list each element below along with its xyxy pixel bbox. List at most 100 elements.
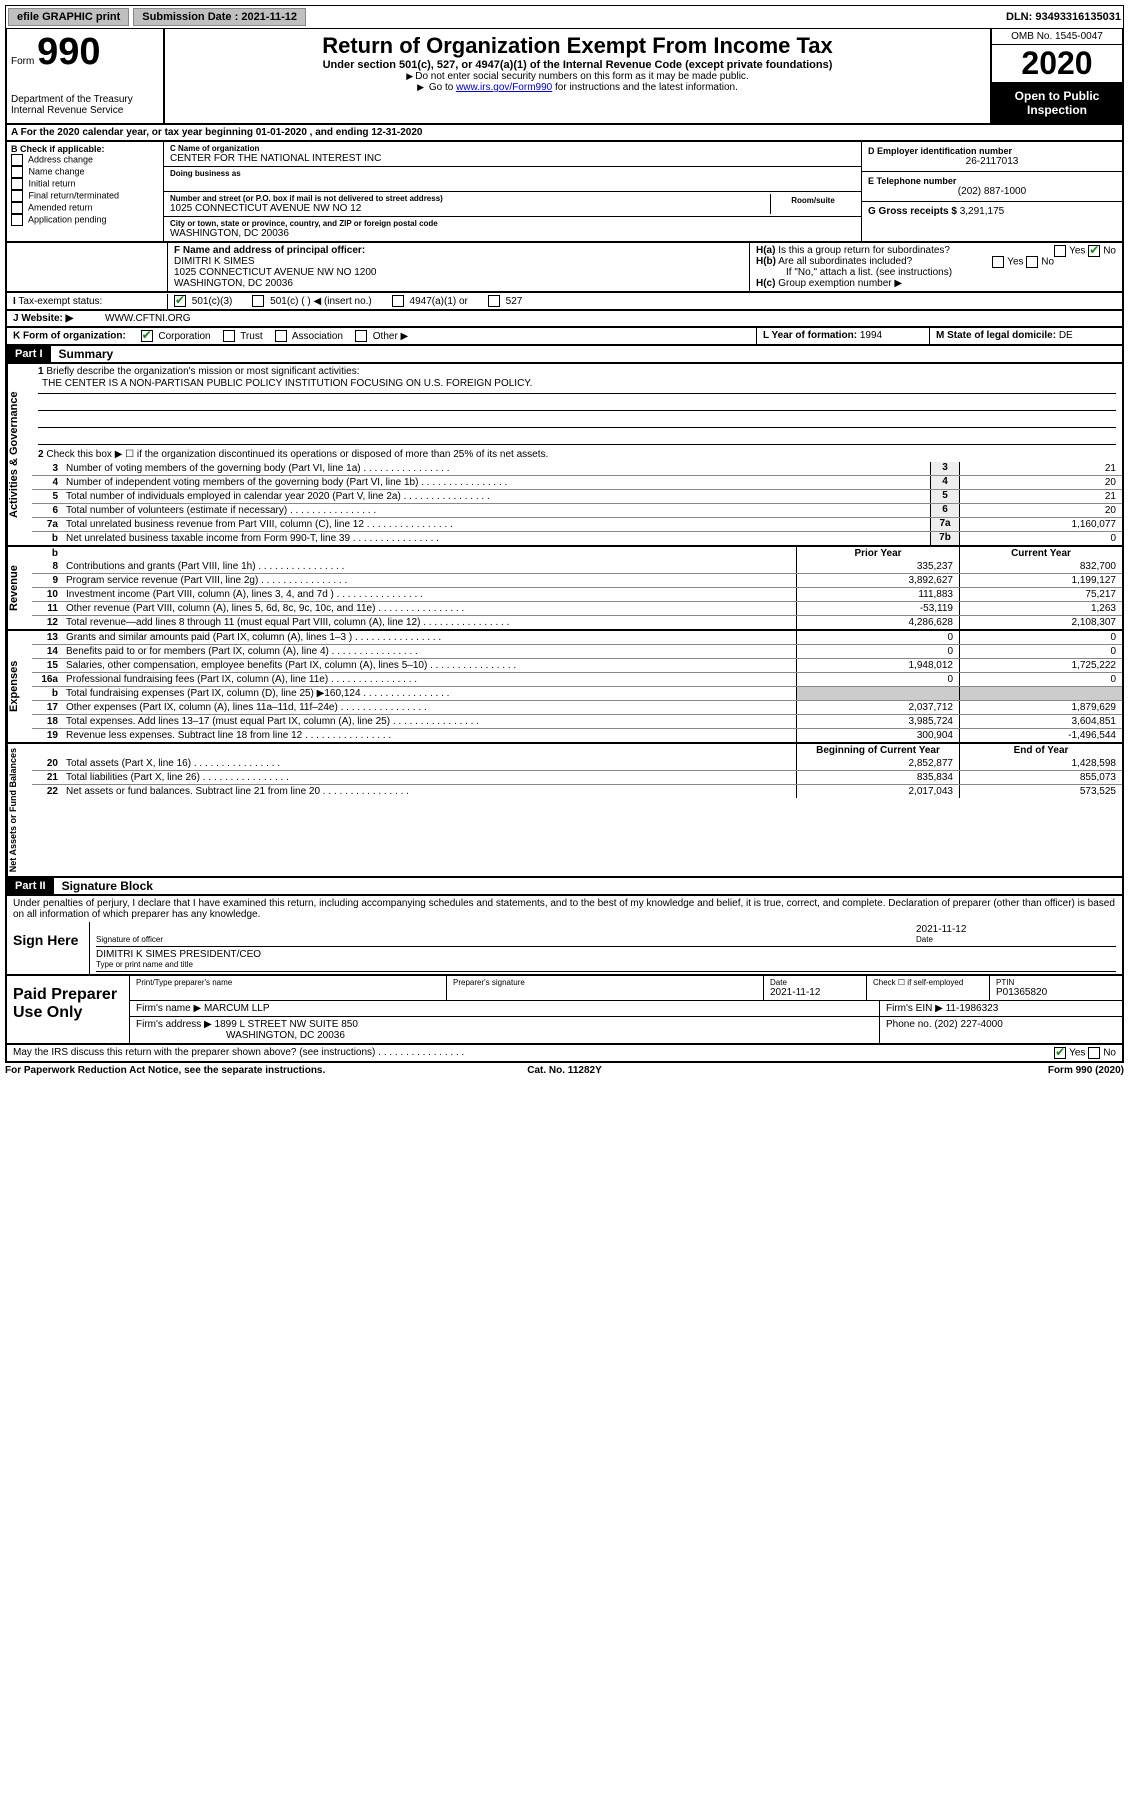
m-label: M State of legal domicile: xyxy=(936,330,1056,341)
blank-line xyxy=(38,411,1116,428)
hb-no[interactable] xyxy=(1026,256,1038,268)
revenue-section: Revenue b Prior Year Current Year 8Contr… xyxy=(5,547,1124,631)
vtab-expenses: Expenses xyxy=(7,631,32,742)
efile-button[interactable]: efile GRAPHIC print xyxy=(8,8,129,26)
table-row: 8Contributions and grants (Part VIII, li… xyxy=(32,560,1122,573)
firm-addr1: 1899 L STREET NW SUITE 850 xyxy=(215,1019,358,1030)
gross-value: 3,291,175 xyxy=(960,206,1005,217)
table-row: bNet unrelated business taxable income f… xyxy=(32,531,1122,545)
prep-h4: Check ☐ if self-employed xyxy=(873,978,983,987)
officer-addr1: 1025 CONNECTICUT AVENUE NW NO 1200 xyxy=(174,267,376,278)
part1-title: Summary xyxy=(51,347,114,361)
ha-no[interactable] xyxy=(1088,245,1100,257)
open-inspection: Open to Public Inspection xyxy=(992,83,1122,123)
table-row: 11Other revenue (Part VIII, column (A), … xyxy=(32,601,1122,615)
sub-date: 2021-11-12 xyxy=(241,11,297,23)
checkbox[interactable] xyxy=(11,202,23,214)
table-row: 14Benefits paid to or for members (Part … xyxy=(32,644,1122,658)
table-row: 13Grants and similar amounts paid (Part … xyxy=(32,631,1122,644)
k-opt-cb[interactable] xyxy=(275,330,287,342)
prep-h3: Date xyxy=(770,978,860,987)
tax-status-option: 4947(a)(1) or xyxy=(392,296,468,307)
ptin-value: P01365820 xyxy=(996,987,1047,998)
officer-typed: DIMITRI K SIMES PRESIDENT/CEO xyxy=(96,949,1116,960)
table-row: 15Salaries, other compensation, employee… xyxy=(32,658,1122,672)
k-opt-cb[interactable] xyxy=(141,330,153,342)
k-opt-cb[interactable] xyxy=(223,330,235,342)
box-c: C Name of organization CENTER FOR THE NA… xyxy=(164,142,861,241)
table-row: 6Total number of volunteers (estimate if… xyxy=(32,503,1122,517)
website-value: WWW.CFTNI.ORG xyxy=(99,311,1122,326)
form990-link[interactable]: www.irs.gov/Form990 xyxy=(456,82,552,93)
table-row: 20Total assets (Part X, line 16)2,852,87… xyxy=(32,757,1122,770)
blank-line xyxy=(38,394,1116,411)
table-row: 10Investment income (Part VIII, column (… xyxy=(32,587,1122,601)
tax-opt-cb[interactable] xyxy=(392,295,404,307)
blank-line xyxy=(38,428,1116,445)
expenses-section: Expenses 13Grants and similar amounts pa… xyxy=(5,631,1124,744)
box-b-option: Application pending xyxy=(11,214,159,226)
dept-text: Department of the Treasury Internal Reve… xyxy=(11,94,159,116)
table-row: 21Total liabilities (Part X, line 26)835… xyxy=(32,770,1122,784)
blank: b xyxy=(32,547,62,560)
discuss-yes[interactable] xyxy=(1054,1047,1066,1059)
preparer-block: Paid Preparer Use Only Print/Type prepar… xyxy=(5,976,1124,1045)
table-row: 12Total revenue—add lines 8 through 11 (… xyxy=(32,615,1122,629)
tax-opt-cb[interactable] xyxy=(252,295,264,307)
footer-left: For Paperwork Reduction Act Notice, see … xyxy=(5,1065,378,1076)
eoy-hdr: End of Year xyxy=(959,744,1122,757)
officer-name: DIMITRI K SIMES xyxy=(174,256,255,267)
header-right: OMB No. 1545-0047 2020 Open to Public In… xyxy=(990,29,1122,123)
hc-text: Group exemption number ▶ xyxy=(778,278,902,289)
dln: DLN: 93493316135031 xyxy=(1006,11,1121,23)
firm-phone: (202) 227-4000 xyxy=(934,1019,1002,1030)
officer-addr2: WASHINGTON, DC 20036 xyxy=(174,278,293,289)
org-address: 1025 CONNECTICUT AVENUE NW NO 12 xyxy=(170,203,361,214)
k-opt-cb[interactable] xyxy=(355,330,367,342)
table-row: 17Other expenses (Part IX, column (A), l… xyxy=(32,700,1122,714)
website-lbl: Website: ▶ xyxy=(21,313,73,324)
box-b-option: Address change xyxy=(11,154,159,166)
firm-ein: 11-1986323 xyxy=(946,1003,999,1014)
q1-text: Briefly describe the organization's miss… xyxy=(46,366,359,377)
form-word: Form xyxy=(11,56,34,67)
checkbox[interactable] xyxy=(11,154,23,166)
mission-text: THE CENTER IS A NON-PARTISAN PUBLIC POLI… xyxy=(38,377,1116,394)
current-year-hdr: Current Year xyxy=(959,547,1122,560)
firm-name-lbl: Firm's name ▶ xyxy=(136,1003,201,1014)
vtab-revenue: Revenue xyxy=(7,547,32,629)
footer-center: Cat. No. 11282Y xyxy=(378,1065,751,1076)
firm-ein-lbl: Firm's EIN ▶ xyxy=(886,1003,943,1014)
l-label: L Year of formation: xyxy=(763,330,857,341)
vtab-governance: Activities & Governance xyxy=(7,364,32,545)
hb-yes[interactable] xyxy=(992,256,1004,268)
sign-here-label: Sign Here xyxy=(7,922,90,974)
checkbox[interactable] xyxy=(11,178,23,190)
table-row: 9Program service revenue (Part VIII, lin… xyxy=(32,573,1122,587)
box-b: B Check if applicable: Address change Na… xyxy=(7,142,164,241)
submission-date-button[interactable]: Submission Date : 2021-11-12 xyxy=(133,8,306,26)
part2-hdr: Part II xyxy=(7,878,54,894)
sub-label: Submission Date : xyxy=(142,11,241,23)
boy-hdr: Beginning of Current Year xyxy=(796,744,959,757)
table-row: 3Number of voting members of the governi… xyxy=(32,462,1122,475)
tax-year: 2020 xyxy=(992,45,1122,83)
discuss-row: May the IRS discuss this return with the… xyxy=(5,1045,1124,1063)
checkbox[interactable] xyxy=(11,190,23,202)
tax-status-row: I Tax-exempt status: 501(c)(3) 501(c) ( … xyxy=(5,293,1124,311)
netassets-section: Net Assets or Fund Balances Beginning of… xyxy=(5,744,1124,878)
checkbox[interactable] xyxy=(11,214,23,226)
c-city-lbl: City or town, state or province, country… xyxy=(170,219,855,228)
row-a: A For the 2020 calendar year, or tax yea… xyxy=(5,125,1124,142)
tax-opt-cb[interactable] xyxy=(174,295,186,307)
tax-opt-cb[interactable] xyxy=(488,295,500,307)
prep-h2: Preparer's signature xyxy=(453,978,757,987)
part2-bar: Part II Signature Block xyxy=(5,878,1124,896)
checkbox[interactable] xyxy=(11,166,23,178)
ha-yes[interactable] xyxy=(1054,245,1066,257)
prior-year-hdr: Prior Year xyxy=(796,547,959,560)
c-addr-lbl: Number and street (or P.O. box if mail i… xyxy=(170,194,770,203)
firm-name: MARCUM LLP xyxy=(204,1003,270,1014)
discuss-no[interactable] xyxy=(1088,1047,1100,1059)
discuss-text: May the IRS discuss this return with the… xyxy=(13,1047,976,1059)
